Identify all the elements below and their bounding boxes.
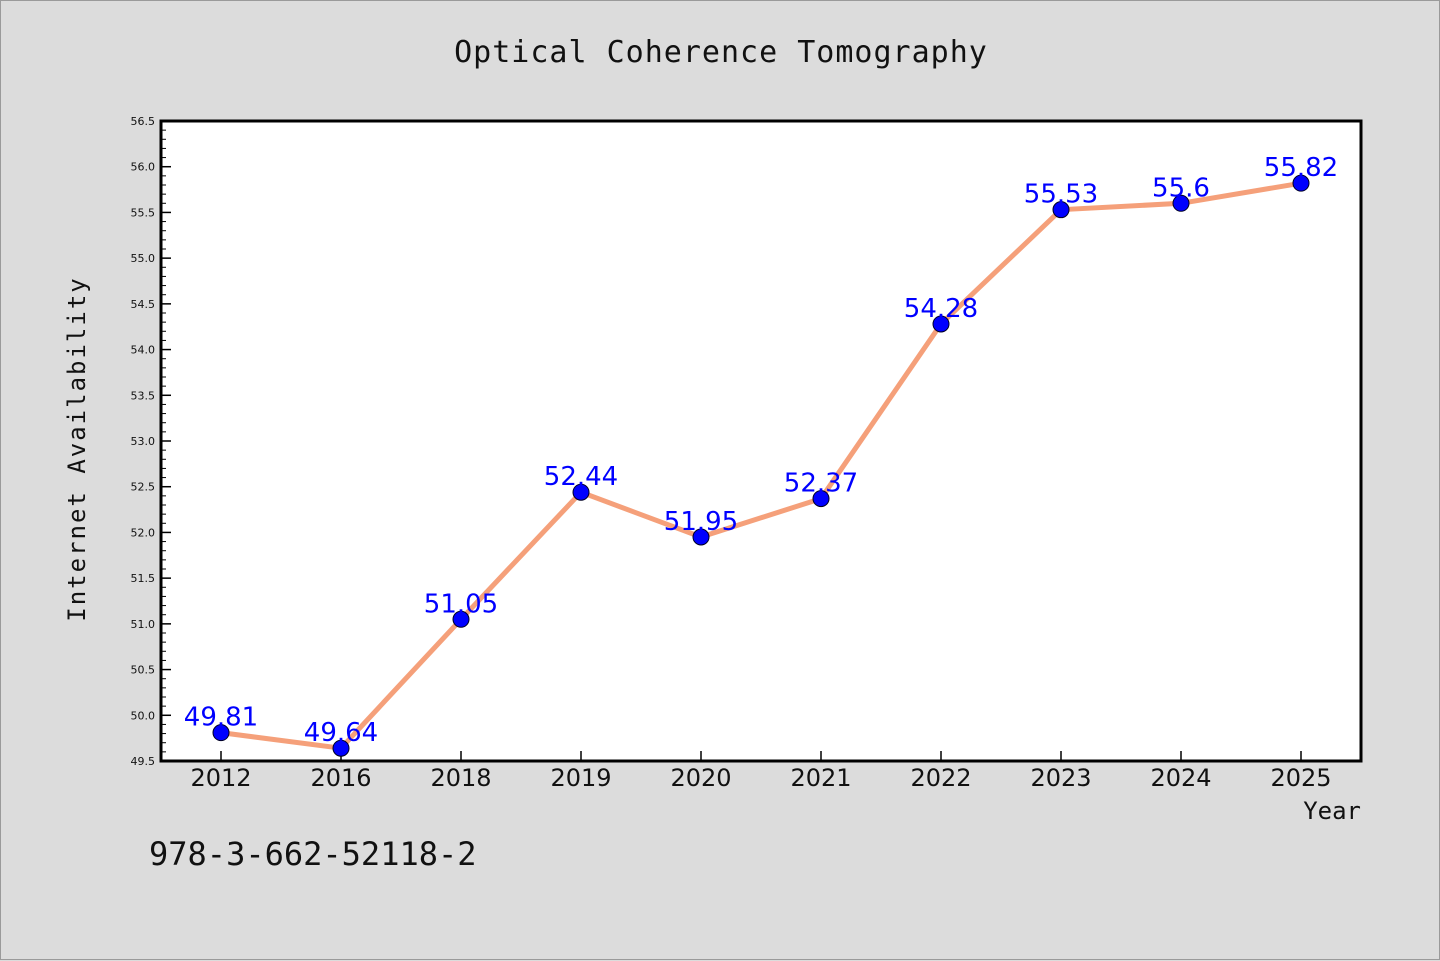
y-tick-label: 55.5 [131, 206, 156, 219]
y-tick-label: 54.0 [131, 344, 156, 357]
data-point [572, 483, 590, 501]
x-tick-label: 2012 [190, 764, 251, 792]
y-tick-label: 56.0 [131, 161, 156, 174]
plot-area [159, 119, 1363, 763]
data-label: 52.44 [544, 462, 618, 492]
x-tick-label: 2016 [310, 764, 371, 792]
footer-identifier: 978-3-662-52118-2 [149, 835, 477, 873]
x-tick-label: 2019 [550, 764, 611, 792]
data-label: 49.64 [304, 718, 378, 748]
x-tick-label: 2022 [910, 764, 971, 792]
x-tick-label: 2025 [1270, 764, 1331, 792]
y-tick-label: 53.5 [131, 389, 156, 402]
data-label: 52.37 [784, 469, 858, 499]
data-point [692, 528, 710, 546]
data-label: 55.53 [1024, 180, 1098, 210]
data-point [212, 724, 230, 742]
data-label: 51.05 [424, 589, 498, 619]
x-tick-label: 2024 [1150, 764, 1211, 792]
x-tick-label: 2023 [1030, 764, 1091, 792]
data-label: 55.82 [1264, 153, 1338, 183]
x-tick-label: 2018 [430, 764, 491, 792]
y-tick-label: 51.0 [131, 618, 156, 631]
y-tick-label: 54.5 [131, 298, 156, 311]
x-tick-label: 2021 [790, 764, 851, 792]
y-tick-label: 49.5 [131, 755, 156, 768]
y-tick-label: 56.5 [131, 115, 156, 128]
y-tick-label: 52.0 [131, 526, 156, 539]
data-label: 49.81 [184, 703, 258, 733]
series-line [220, 180, 1302, 751]
y-tick-label: 51.5 [131, 572, 156, 585]
y-tick-label: 50.0 [131, 709, 156, 722]
chart-title: Optical Coherence Tomography [454, 35, 988, 70]
y-tick-label: 55.0 [131, 252, 156, 265]
x-tick-label: 2020 [670, 764, 731, 792]
data-point [1052, 201, 1070, 219]
data-point [452, 610, 470, 628]
data-point [1172, 194, 1190, 212]
data-label: 54.28 [904, 294, 978, 324]
data-point [1292, 174, 1310, 192]
data-point [812, 490, 830, 508]
y-tick-label: 53.0 [131, 435, 156, 448]
data-label: 55.6 [1152, 173, 1210, 203]
data-point [332, 739, 350, 757]
y-tick-label: 52.5 [131, 481, 156, 494]
data-label: 51.95 [664, 507, 738, 537]
y-tick-label: 50.5 [131, 664, 156, 677]
x-axis-label: Year [1303, 797, 1361, 825]
data-point [932, 315, 950, 333]
